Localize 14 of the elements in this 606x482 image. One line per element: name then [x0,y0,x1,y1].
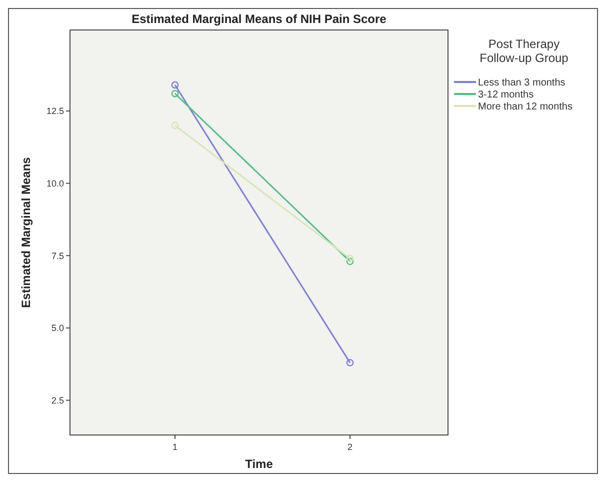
x-tick-label: 2 [347,442,353,452]
chart-title: Estimated Marginal Means of NIH Pain Score [132,12,387,26]
x-tick-label: 1 [172,442,178,452]
x-axis-title: Time [245,457,274,471]
y-tick-label: 10.0 [46,178,64,188]
y-tick-label: 5.0 [51,323,64,334]
y-tick-label: 12.5 [46,106,64,116]
y-axis-title: Estimated Marginal Means [19,156,33,308]
y-tick-label: 2.5 [51,395,64,406]
y-tick-label: 7.5 [51,250,64,261]
legend-label: Less than 3 months [478,78,566,88]
legend-label: 3-12 months [478,90,534,100]
legend-title: Post Therapy Follow-up Group [480,37,569,65]
legend-label: More than 12 months [478,102,572,112]
